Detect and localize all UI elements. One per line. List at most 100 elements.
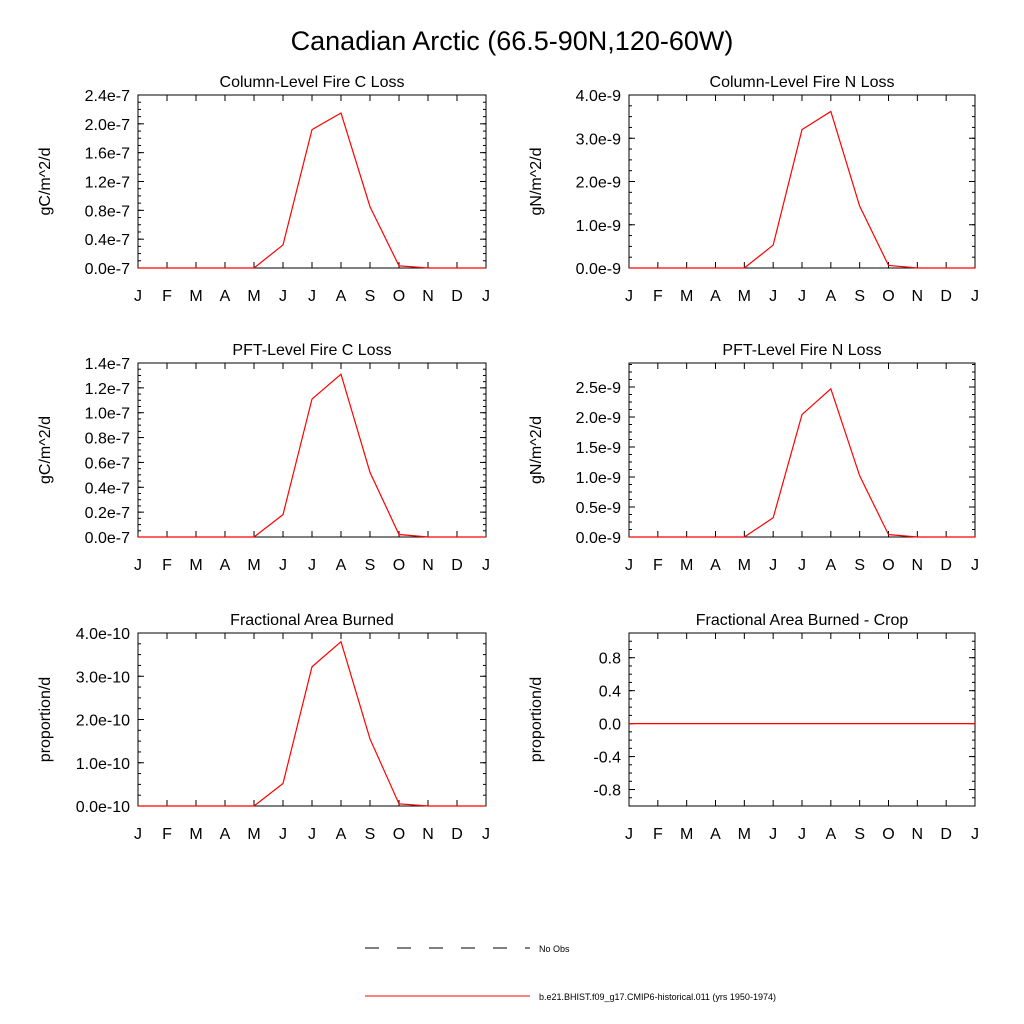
x-tick-label: M [680,288,693,305]
x-tick-label: M [189,557,202,574]
x-tick-label: N [912,557,924,574]
y-tick-label: 0.5e-9 [576,500,621,517]
x-tick-label: M [189,826,202,843]
legend: No Obs b.e21.BHIST.f09_g17.CMIP6-historic… [365,944,776,1002]
y-tick-label: 0.4e-7 [85,480,130,497]
chart-title: PFT-Level Fire N Loss [722,342,881,359]
x-tick-label: O [393,288,405,305]
x-tick-label: A [710,826,721,843]
series-line [138,640,486,807]
x-tick-label: D [940,826,952,843]
y-tick-label: 0.8 [599,651,621,668]
x-tick-label: A [336,826,347,843]
x-tick-label: N [912,826,924,843]
y-tick-label: 2.4e-7 [85,88,130,105]
series-line [629,387,975,538]
y-tick-label: 0.0e-9 [576,530,621,547]
x-tick-label: A [710,288,721,305]
x-tick-label: N [422,557,434,574]
y-tick-label: 3.0e-9 [576,131,621,148]
x-tick-label: F [162,826,172,843]
x-tick-label: O [882,826,894,843]
x-tick-label: J [798,557,806,574]
figure-title: Canadian Arctic (66.5-90N,120-60W) [291,26,734,56]
y-tick-label: 2.0e-10 [76,713,130,730]
x-tick-label: A [825,288,836,305]
x-tick-label: J [279,826,287,843]
y-tick-label: 1.2e-7 [85,175,130,192]
x-tick-label: M [738,557,751,574]
legend-label: No Obs [539,944,570,954]
y-axis-label: proportion/d [37,677,54,762]
x-tick-label: F [162,288,172,305]
y-axis-label: gN/m^2/d [528,416,545,484]
x-tick-label: D [451,826,463,843]
x-tick-label: M [247,288,260,305]
x-tick-label: S [365,826,376,843]
series-line [629,110,975,269]
x-tick-label: F [653,826,663,843]
x-tick-label: J [769,288,777,305]
x-tick-label: M [738,826,751,843]
x-tick-label: A [220,288,231,305]
chart-title: PFT-Level Fire C Loss [232,342,391,359]
y-tick-label: 1.0e-9 [576,218,621,235]
x-tick-label: A [220,826,231,843]
x-tick-label: J [769,557,777,574]
x-tick-label: J [134,557,142,574]
x-tick-label: J [798,288,806,305]
y-tick-label: 3.0e-10 [76,669,130,686]
y-tick-label: 0.4e-7 [85,232,130,249]
x-tick-label: D [940,288,952,305]
y-tick-label: 0.0e-7 [85,261,130,278]
legend-label: b.e21.BHIST.f09_g17.CMIP6-historical.011… [539,992,776,1002]
chart-title: Fractional Area Burned - Crop [696,612,909,629]
x-tick-label: A [825,826,836,843]
x-tick-label: A [710,557,721,574]
x-tick-label: O [393,826,405,843]
x-tick-label: J [625,557,633,574]
x-tick-label: J [769,826,777,843]
y-tick-label: -0.8 [593,783,621,800]
y-tick-label: 0.0e-9 [576,261,621,278]
x-tick-label: M [189,288,202,305]
x-tick-label: J [971,826,979,843]
x-tick-label: J [625,288,633,305]
x-tick-label: M [680,826,693,843]
x-tick-label: S [854,826,865,843]
y-axis-label: gC/m^2/d [37,416,54,484]
x-tick-label: J [482,557,490,574]
x-tick-label: M [680,557,693,574]
x-tick-label: S [854,288,865,305]
x-tick-label: A [336,288,347,305]
x-tick-label: J [482,288,490,305]
plot-frame [628,632,976,807]
y-tick-label: 0.0 [599,717,621,734]
x-tick-label: O [393,557,405,574]
y-tick-label: 0.2e-7 [85,505,130,522]
x-tick-label: N [422,288,434,305]
y-tick-label: 1.0e-10 [76,756,130,773]
x-tick-label: J [798,826,806,843]
x-tick-label: D [451,288,463,305]
x-tick-label: J [971,288,979,305]
plot-frame [628,362,976,538]
plot-frame [137,632,487,807]
x-tick-label: A [220,557,231,574]
y-tick-label: 4.0e-9 [576,88,621,105]
x-tick-label: O [882,557,894,574]
x-tick-label: J [308,826,316,843]
x-tick-label: J [482,826,490,843]
y-tick-label: 0.0e-10 [76,799,130,816]
x-tick-label: M [738,288,751,305]
x-tick-label: M [247,557,260,574]
x-tick-label: J [279,557,287,574]
y-tick-label: 1.6e-7 [85,146,130,163]
x-tick-label: S [365,557,376,574]
y-axis-label: gC/m^2/d [37,148,54,216]
x-tick-label: S [365,288,376,305]
x-tick-label: M [247,826,260,843]
x-tick-label: N [912,288,924,305]
